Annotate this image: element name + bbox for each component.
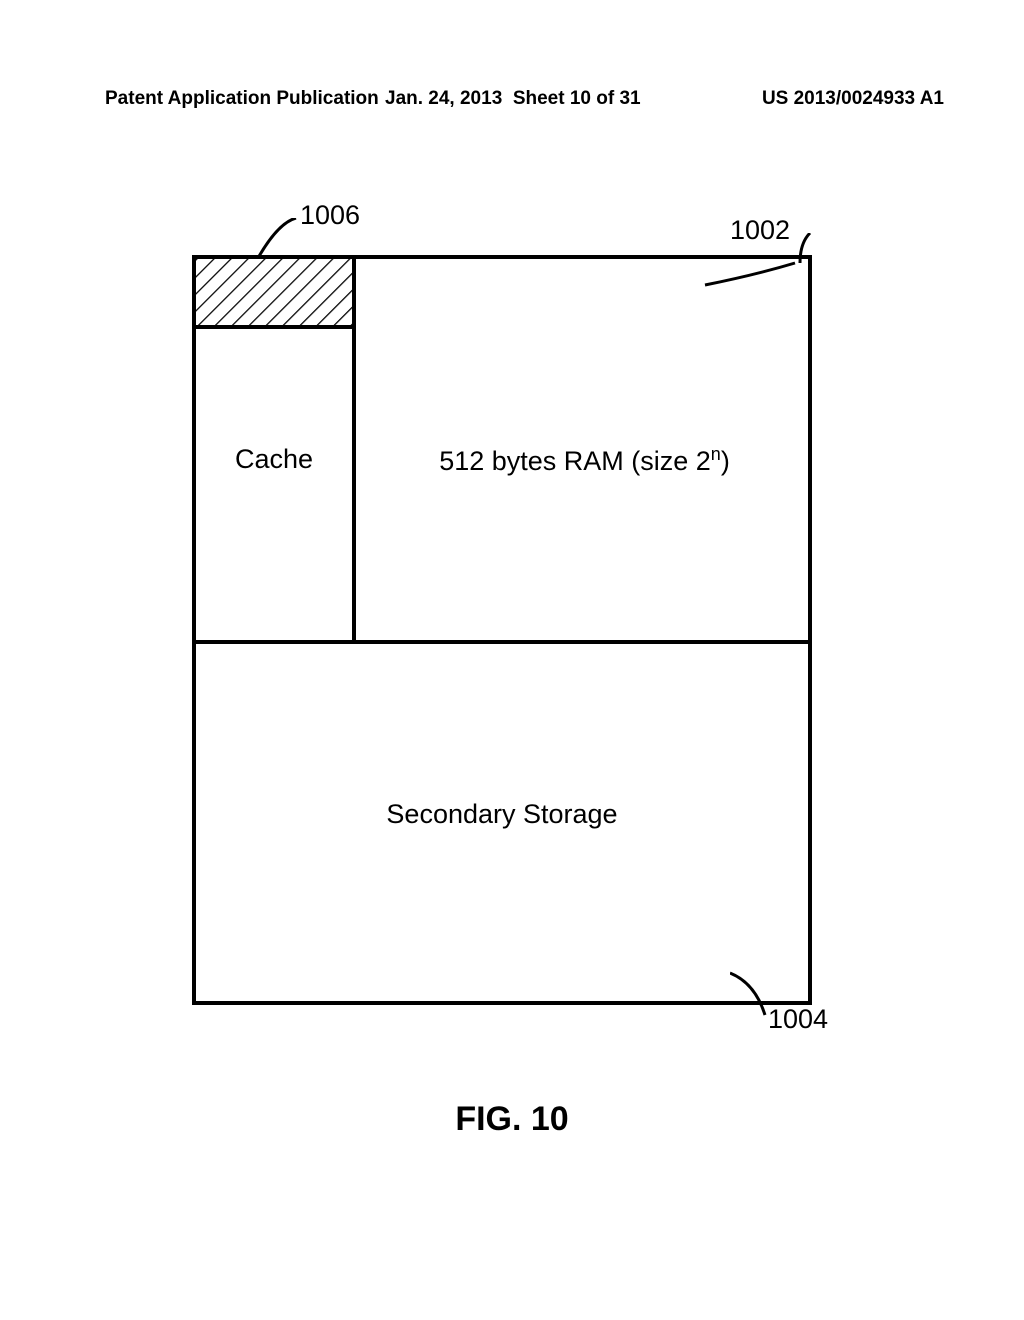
lead-line-1006: [258, 218, 303, 260]
header-publication: Patent Application Publication: [105, 88, 379, 110]
memory-diagram: Cache 512 bytes RAM (size 2n) Secondary …: [192, 255, 812, 1005]
header-sheet: Sheet 10 of 31: [513, 88, 641, 109]
outer-box: Cache 512 bytes RAM (size 2n) Secondary …: [192, 255, 812, 1005]
figure-label: FIG. 10: [0, 1100, 1024, 1139]
top-section: Cache 512 bytes RAM (size 2n): [196, 259, 808, 644]
ram-label-suffix: ): [721, 446, 730, 476]
cache-box: Cache: [196, 259, 356, 644]
cache-hatched-region: [196, 259, 352, 329]
header-pubnum: US 2013/0024933 A1: [762, 88, 944, 110]
header-date-sheet: Jan. 24, 2013 Sheet 10 of 31: [385, 88, 641, 110]
cache-label: Cache: [196, 444, 352, 475]
ram-label: 512 bytes RAM (size 2n): [361, 444, 808, 477]
reference-numeral-1006: 1006: [300, 200, 360, 231]
ram-label-prefix: 512 bytes RAM (size 2: [439, 446, 711, 476]
ram-label-exponent: n: [711, 444, 721, 464]
header-date: Jan. 24, 2013: [385, 88, 502, 109]
secondary-storage-label: Secondary Storage: [196, 799, 808, 830]
